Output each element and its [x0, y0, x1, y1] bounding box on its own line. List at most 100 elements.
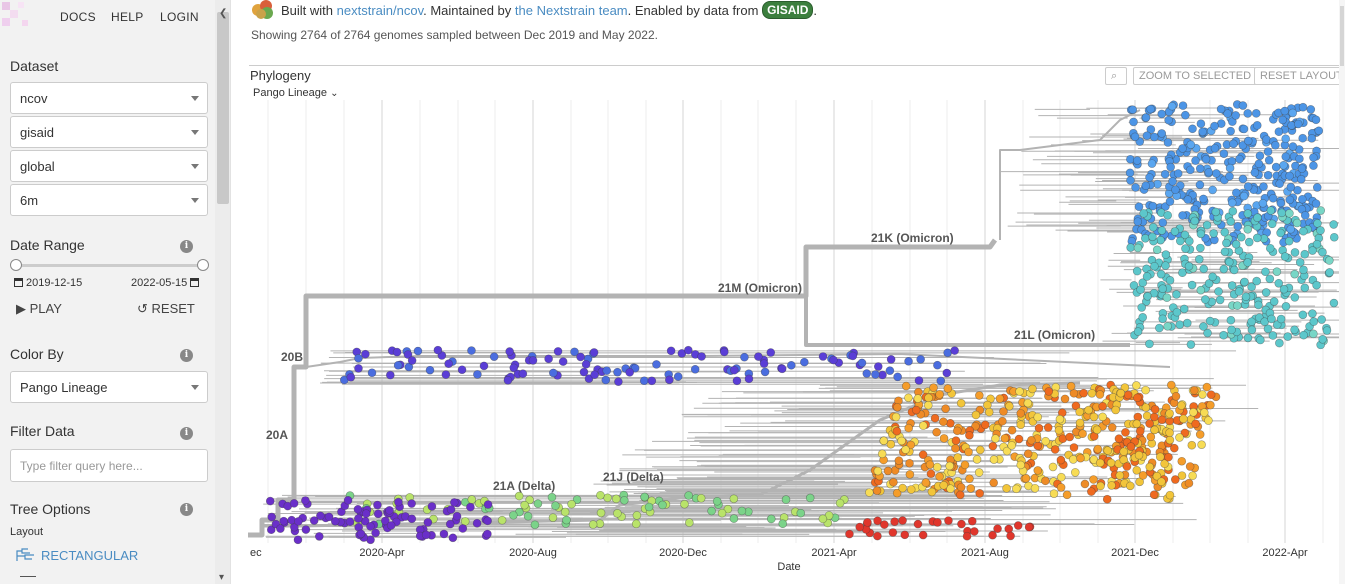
tip: [1069, 443, 1079, 452]
tip: [1173, 169, 1183, 178]
tip: [1163, 322, 1172, 331]
calendar-icon: [190, 278, 200, 287]
tip: [1141, 234, 1150, 243]
tip: [665, 375, 674, 385]
tip: [1307, 134, 1317, 143]
login-link[interactable]: LOGIN: [160, 10, 199, 24]
tip: [1185, 236, 1194, 246]
tree-options-info-icon[interactable]: i: [180, 503, 193, 516]
tip: [862, 369, 872, 378]
tip: [1178, 101, 1188, 110]
docs-link[interactable]: DOCS: [60, 10, 96, 24]
tip: [1160, 169, 1170, 179]
tip: [1079, 388, 1088, 398]
tip: [1196, 285, 1206, 295]
dataset-select-region[interactable]: global: [10, 150, 208, 182]
gisaid-logo[interactable]: GISAID: [762, 1, 814, 19]
tip: [737, 506, 747, 516]
help-link[interactable]: HELP: [111, 10, 144, 24]
tip: [946, 419, 955, 428]
tip: [666, 346, 676, 356]
tip: [1329, 220, 1338, 229]
tip: [1062, 490, 1072, 500]
filter-data-info-icon[interactable]: i: [180, 427, 193, 440]
tip: [905, 458, 914, 468]
nextstrain-logo[interactable]: [2, 2, 32, 32]
tip: [421, 530, 431, 540]
tip: [684, 491, 693, 500]
tip: [1122, 462, 1132, 471]
reset-layout-button[interactable]: RESET LAYOUT: [1254, 67, 1345, 85]
radial-layout-icon[interactable]: [20, 576, 36, 584]
tip: [1041, 436, 1050, 446]
tip: [1145, 173, 1154, 182]
dataset-title: Dataset: [10, 58, 59, 74]
tip: [1142, 411, 1152, 421]
layout-rectangular-button[interactable]: RECTANGULAR: [16, 548, 138, 563]
tip: [1295, 154, 1304, 164]
tip: [1177, 456, 1187, 466]
tip: [1175, 433, 1184, 442]
x-tick-6: 2021-Dec: [1111, 547, 1159, 559]
tip: [1188, 471, 1197, 481]
tip: [1066, 381, 1076, 391]
dataset-select-timespan[interactable]: 6m: [10, 184, 208, 216]
tip: [951, 444, 960, 453]
tip: [1241, 292, 1251, 301]
color-by-select[interactable]: Pango Lineage: [10, 371, 208, 403]
sidebar-scrollbar-thumb[interactable]: [217, 12, 229, 204]
zoom-search-button[interactable]: ⌕: [1105, 67, 1127, 85]
tip: [1161, 250, 1171, 259]
chevron-down-icon[interactable]: ▾: [219, 572, 225, 583]
tip: [848, 351, 858, 361]
tip: [1033, 412, 1043, 422]
chevron-left-icon[interactable]: ❮: [219, 8, 228, 19]
tip: [936, 376, 946, 386]
tip: [354, 353, 363, 363]
tip: [1126, 243, 1135, 252]
tip: [1175, 320, 1185, 329]
date-range-start-handle[interactable]: [10, 259, 22, 271]
date-range-info-icon[interactable]: i: [180, 240, 193, 253]
filter-query-input[interactable]: [10, 449, 208, 482]
tip: [514, 491, 524, 501]
tip: [942, 368, 952, 378]
tip: [639, 376, 649, 386]
branch-label-selector[interactable]: Pango Lineage ⌄: [253, 87, 338, 99]
tip: [1161, 261, 1170, 270]
tip: [309, 516, 319, 525]
date-range-slider-track[interactable]: [16, 264, 204, 267]
tip: [1007, 425, 1017, 435]
tip: [886, 439, 896, 449]
tip: [1163, 138, 1173, 147]
x-tick-0: ec: [250, 547, 262, 559]
main-scrollbar[interactable]: [1339, 0, 1345, 584]
main-scrollbar-thumb[interactable]: [1340, 6, 1344, 66]
tip: [680, 499, 689, 509]
tip: [911, 405, 921, 415]
tip: [356, 529, 366, 539]
tip: [1087, 388, 1097, 398]
dataset-select-pathogen-value: ncov: [20, 91, 48, 106]
date-range-end-handle[interactable]: [197, 259, 209, 271]
reset-button[interactable]: ↺ RESET: [137, 301, 195, 317]
tip: [1254, 159, 1264, 169]
tree-tips[interactable]: [265, 100, 1339, 545]
tip: [1128, 105, 1138, 114]
dataset-select-pathogen[interactable]: ncov: [10, 82, 208, 114]
zoom-to-selected-button[interactable]: ZOOM TO SELECTED: [1133, 67, 1258, 85]
color-by-info-icon[interactable]: i: [180, 349, 193, 362]
tip: [873, 362, 883, 371]
play-button[interactable]: ▶ PLAY: [16, 301, 62, 317]
tip: [760, 367, 770, 377]
repo-link[interactable]: nextstrain/ncov: [336, 3, 424, 18]
tip: [1143, 291, 1152, 301]
chevron-down-icon: [191, 96, 199, 101]
team-link[interactable]: the Nextstrain team: [514, 3, 628, 18]
tip: [905, 470, 915, 479]
dataset-select-source[interactable]: gisaid: [10, 116, 208, 148]
tip: [918, 450, 928, 459]
tip: [975, 391, 984, 400]
tip: [1189, 407, 1198, 417]
